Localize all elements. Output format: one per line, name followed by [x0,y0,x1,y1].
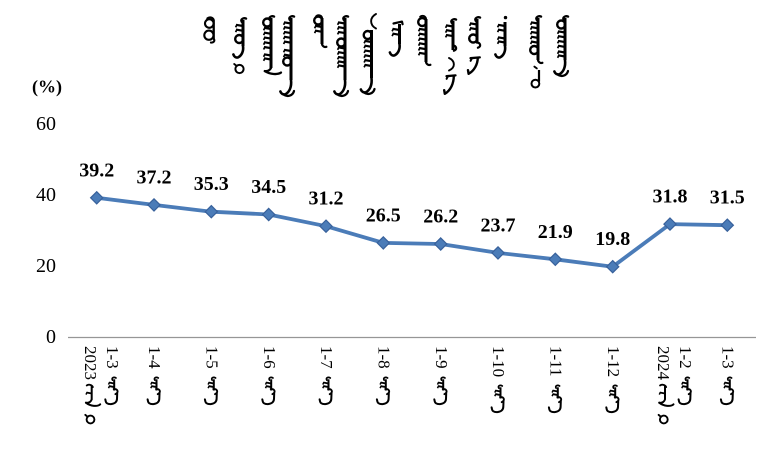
svg-text:(%): (%) [32,77,62,98]
svg-text:21.9: 21.9 [538,221,573,243]
svg-text:1-4: 1-4 [145,346,164,369]
svg-text:1-9: 1-9 [432,346,451,369]
svg-text:26.5: 26.5 [366,204,401,226]
svg-text:1-12: 1-12 [604,346,623,377]
svg-text:1-3: 1-3 [103,346,122,369]
svg-text:2024: 2024 [654,346,673,381]
svg-text:40: 40 [36,184,56,206]
svg-text:39.2: 39.2 [79,159,114,181]
svg-text:1-5: 1-5 [202,346,221,369]
svg-text:0: 0 [46,326,56,348]
svg-text:19.8: 19.8 [595,228,630,250]
svg-text:1-8: 1-8 [374,346,393,369]
svg-text:1-3: 1-3 [718,346,737,369]
svg-text:31.8: 31.8 [653,186,688,208]
svg-text:1-2: 1-2 [676,346,695,369]
svg-text:34.5: 34.5 [251,176,286,198]
svg-text:1-10: 1-10 [489,346,508,377]
svg-text:26.2: 26.2 [423,206,458,228]
svg-text:23.7: 23.7 [481,214,516,236]
svg-text:1-11: 1-11 [546,346,565,377]
svg-text:1-6: 1-6 [260,346,279,369]
svg-text:35.3: 35.3 [194,173,229,195]
svg-text:37.2: 37.2 [137,166,172,188]
svg-text:2023: 2023 [81,346,100,380]
svg-text:20: 20 [36,255,56,277]
svg-text:60: 60 [36,113,56,135]
svg-text:31.2: 31.2 [309,188,344,210]
svg-text:1-7: 1-7 [317,346,336,369]
svg-text:31.5: 31.5 [710,187,745,209]
